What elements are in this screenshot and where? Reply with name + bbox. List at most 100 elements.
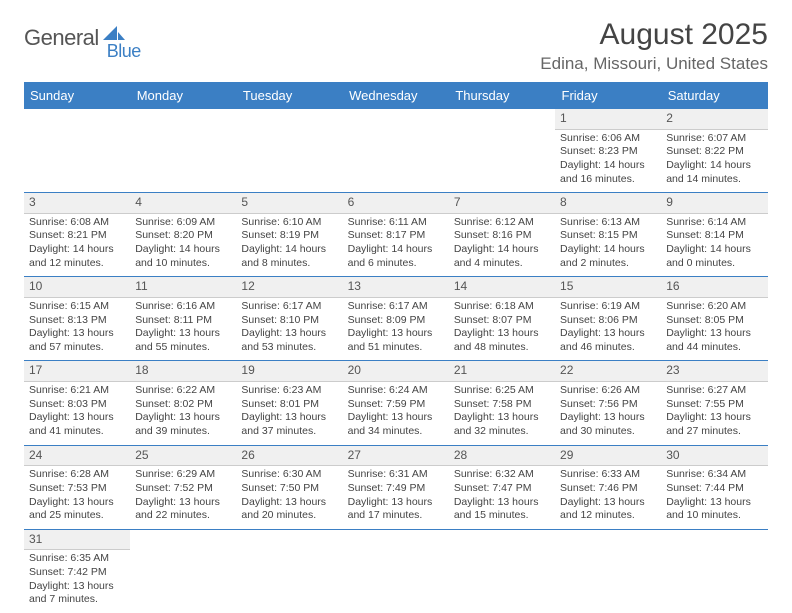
- sunrise-line: Sunrise: 6:08 AM: [29, 216, 125, 230]
- calendar-cell-empty: [343, 109, 449, 193]
- calendar-cell: 30Sunrise: 6:34 AMSunset: 7:44 PMDayligh…: [661, 445, 767, 529]
- daylight-line: Daylight: 14 hours and 8 minutes.: [241, 243, 337, 270]
- daylight-line: Daylight: 13 hours and 34 minutes.: [348, 411, 444, 438]
- daylight-line: Daylight: 14 hours and 0 minutes.: [666, 243, 762, 270]
- sunset-line: Sunset: 8:09 PM: [348, 314, 444, 328]
- day-number: 3: [24, 193, 130, 214]
- day-header: Sunday: [24, 82, 130, 109]
- sunrise-line: Sunrise: 6:13 AM: [560, 216, 656, 230]
- calendar-cell: 23Sunrise: 6:27 AMSunset: 7:55 PMDayligh…: [661, 361, 767, 445]
- calendar-cell: 13Sunrise: 6:17 AMSunset: 8:09 PMDayligh…: [343, 277, 449, 361]
- calendar-cell: 18Sunrise: 6:22 AMSunset: 8:02 PMDayligh…: [130, 361, 236, 445]
- sunrise-line: Sunrise: 6:18 AM: [454, 300, 550, 314]
- title-block: August 2025 Edina, Missouri, United Stat…: [540, 18, 768, 74]
- day-number: 15: [555, 277, 661, 298]
- calendar-cell: 17Sunrise: 6:21 AMSunset: 8:03 PMDayligh…: [24, 361, 130, 445]
- day-header: Saturday: [661, 82, 767, 109]
- calendar-cell-empty: [555, 529, 661, 613]
- daylight-line: Daylight: 13 hours and 12 minutes.: [560, 496, 656, 523]
- header: General Blue August 2025 Edina, Missouri…: [24, 18, 768, 74]
- sunrise-line: Sunrise: 6:35 AM: [29, 552, 125, 566]
- calendar-cell: 29Sunrise: 6:33 AMSunset: 7:46 PMDayligh…: [555, 445, 661, 529]
- calendar-cell: 15Sunrise: 6:19 AMSunset: 8:06 PMDayligh…: [555, 277, 661, 361]
- day-number: 28: [449, 446, 555, 467]
- calendar-cell: 4Sunrise: 6:09 AMSunset: 8:20 PMDaylight…: [130, 193, 236, 277]
- daylight-line: Daylight: 13 hours and 10 minutes.: [666, 496, 762, 523]
- calendar-cell: 9Sunrise: 6:14 AMSunset: 8:14 PMDaylight…: [661, 193, 767, 277]
- sunrise-line: Sunrise: 6:26 AM: [560, 384, 656, 398]
- sunrise-line: Sunrise: 6:27 AM: [666, 384, 762, 398]
- sunrise-line: Sunrise: 6:25 AM: [454, 384, 550, 398]
- sunrise-line: Sunrise: 6:23 AM: [241, 384, 337, 398]
- sunset-line: Sunset: 7:55 PM: [666, 398, 762, 412]
- daylight-line: Daylight: 13 hours and 17 minutes.: [348, 496, 444, 523]
- calendar-cell-empty: [661, 529, 767, 613]
- sunset-line: Sunset: 7:42 PM: [29, 566, 125, 580]
- daylight-line: Daylight: 13 hours and 27 minutes.: [666, 411, 762, 438]
- day-number: 5: [236, 193, 342, 214]
- day-number: 13: [343, 277, 449, 298]
- sunset-line: Sunset: 8:02 PM: [135, 398, 231, 412]
- calendar-cell-empty: [449, 529, 555, 613]
- day-number: 19: [236, 361, 342, 382]
- calendar-row: 1Sunrise: 6:06 AMSunset: 8:23 PMDaylight…: [24, 109, 768, 193]
- day-number: 17: [24, 361, 130, 382]
- day-number: 11: [130, 277, 236, 298]
- sunrise-line: Sunrise: 6:12 AM: [454, 216, 550, 230]
- logo: General Blue: [24, 18, 139, 51]
- sunrise-line: Sunrise: 6:34 AM: [666, 468, 762, 482]
- calendar-cell: 8Sunrise: 6:13 AMSunset: 8:15 PMDaylight…: [555, 193, 661, 277]
- calendar-row: 31Sunrise: 6:35 AMSunset: 7:42 PMDayligh…: [24, 529, 768, 613]
- sunset-line: Sunset: 7:58 PM: [454, 398, 550, 412]
- sunrise-line: Sunrise: 6:16 AM: [135, 300, 231, 314]
- daylight-line: Daylight: 13 hours and 46 minutes.: [560, 327, 656, 354]
- day-number: 10: [24, 277, 130, 298]
- sunset-line: Sunset: 7:49 PM: [348, 482, 444, 496]
- daylight-line: Daylight: 14 hours and 12 minutes.: [29, 243, 125, 270]
- daylight-line: Daylight: 13 hours and 22 minutes.: [135, 496, 231, 523]
- day-number: 21: [449, 361, 555, 382]
- sunrise-line: Sunrise: 6:07 AM: [666, 132, 762, 146]
- calendar-cell: 24Sunrise: 6:28 AMSunset: 7:53 PMDayligh…: [24, 445, 130, 529]
- calendar-cell: 2Sunrise: 6:07 AMSunset: 8:22 PMDaylight…: [661, 109, 767, 193]
- daylight-line: Daylight: 13 hours and 53 minutes.: [241, 327, 337, 354]
- calendar-header-row: SundayMondayTuesdayWednesdayThursdayFrid…: [24, 82, 768, 109]
- sunset-line: Sunset: 7:56 PM: [560, 398, 656, 412]
- calendar-cell-empty: [236, 109, 342, 193]
- calendar-cell: 5Sunrise: 6:10 AMSunset: 8:19 PMDaylight…: [236, 193, 342, 277]
- day-number: 25: [130, 446, 236, 467]
- daylight-line: Daylight: 13 hours and 7 minutes.: [29, 580, 125, 607]
- sunrise-line: Sunrise: 6:10 AM: [241, 216, 337, 230]
- sunset-line: Sunset: 7:44 PM: [666, 482, 762, 496]
- calendar-cell: 22Sunrise: 6:26 AMSunset: 7:56 PMDayligh…: [555, 361, 661, 445]
- calendar-cell: 26Sunrise: 6:30 AMSunset: 7:50 PMDayligh…: [236, 445, 342, 529]
- sunrise-line: Sunrise: 6:30 AM: [241, 468, 337, 482]
- day-header: Tuesday: [236, 82, 342, 109]
- calendar-cell: 20Sunrise: 6:24 AMSunset: 7:59 PMDayligh…: [343, 361, 449, 445]
- calendar-cell: 21Sunrise: 6:25 AMSunset: 7:58 PMDayligh…: [449, 361, 555, 445]
- day-number: 7: [449, 193, 555, 214]
- daylight-line: Daylight: 13 hours and 15 minutes.: [454, 496, 550, 523]
- calendar-cell: 19Sunrise: 6:23 AMSunset: 8:01 PMDayligh…: [236, 361, 342, 445]
- calendar-cell: 27Sunrise: 6:31 AMSunset: 7:49 PMDayligh…: [343, 445, 449, 529]
- calendar-cell: 16Sunrise: 6:20 AMSunset: 8:05 PMDayligh…: [661, 277, 767, 361]
- daylight-line: Daylight: 14 hours and 2 minutes.: [560, 243, 656, 270]
- calendar-table: SundayMondayTuesdayWednesdayThursdayFrid…: [24, 82, 768, 613]
- sunrise-line: Sunrise: 6:28 AM: [29, 468, 125, 482]
- sunrise-line: Sunrise: 6:09 AM: [135, 216, 231, 230]
- calendar-cell-empty: [236, 529, 342, 613]
- daylight-line: Daylight: 13 hours and 44 minutes.: [666, 327, 762, 354]
- daylight-line: Daylight: 13 hours and 20 minutes.: [241, 496, 337, 523]
- sunset-line: Sunset: 8:06 PM: [560, 314, 656, 328]
- sunrise-line: Sunrise: 6:29 AM: [135, 468, 231, 482]
- location: Edina, Missouri, United States: [540, 54, 768, 74]
- calendar-cell: 28Sunrise: 6:32 AMSunset: 7:47 PMDayligh…: [449, 445, 555, 529]
- calendar-cell-empty: [24, 109, 130, 193]
- sunset-line: Sunset: 8:16 PM: [454, 229, 550, 243]
- day-number: 30: [661, 446, 767, 467]
- day-number: 8: [555, 193, 661, 214]
- calendar-cell: 3Sunrise: 6:08 AMSunset: 8:21 PMDaylight…: [24, 193, 130, 277]
- calendar-cell: 10Sunrise: 6:15 AMSunset: 8:13 PMDayligh…: [24, 277, 130, 361]
- day-number: 20: [343, 361, 449, 382]
- month-title: August 2025: [540, 18, 768, 52]
